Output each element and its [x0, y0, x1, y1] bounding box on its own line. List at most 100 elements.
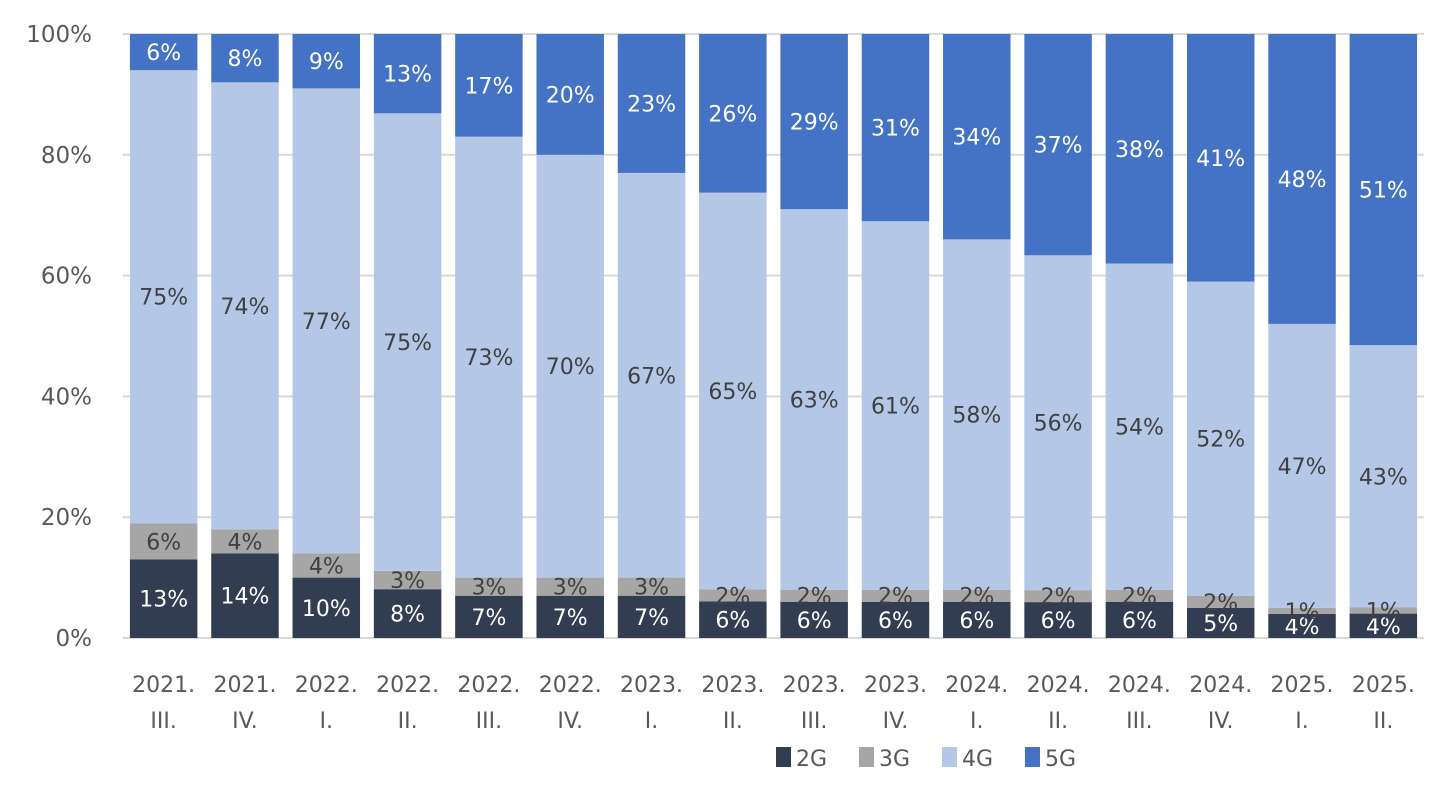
x-tick-label-year: 2024.	[1108, 673, 1171, 698]
y-tick-label: 0%	[56, 626, 93, 652]
data-label-2g: 5%	[1203, 612, 1238, 637]
bar-segment-4g	[536, 154, 604, 578]
bar-segment-3g	[861, 589, 930, 602]
bar-segment-2g	[780, 601, 848, 638]
x-tick-label-quarter: I.	[645, 709, 658, 734]
legend-swatch	[859, 747, 874, 767]
bar-segment-2g	[373, 589, 442, 638]
data-label-3g: 3%	[634, 576, 669, 601]
data-label-3g: 1%	[1285, 600, 1320, 625]
x-tick-label-year: 2024.	[945, 673, 1008, 698]
data-label-3g: 2%	[715, 584, 750, 609]
x-tick-label-quarter: II.	[1048, 709, 1068, 734]
x-tick-label-quarter: I.	[320, 709, 333, 734]
x-tick-label-quarter: I.	[970, 709, 983, 734]
bar-segment-2g	[617, 595, 686, 638]
data-label-4g: 54%	[1115, 416, 1164, 441]
bar-segment-3g	[373, 570, 442, 590]
data-label-4g: 73%	[464, 346, 513, 371]
legend-item-3g: 3G	[859, 747, 910, 772]
data-label-5g: 29%	[790, 111, 839, 136]
legend-swatch	[776, 747, 791, 767]
bar-segment-5g	[1024, 34, 1092, 256]
x-tick-label-year: 2023.	[701, 673, 764, 698]
x-tick-label-year: 2023.	[783, 673, 846, 698]
data-label-3g: 2%	[878, 585, 913, 610]
bar-segment-2g	[1349, 613, 1418, 638]
data-label-2g: 10%	[302, 597, 351, 622]
bars	[129, 34, 1418, 638]
data-label-5g: 17%	[464, 74, 513, 99]
legend-swatch	[1025, 747, 1040, 767]
data-label-4g: 61%	[871, 394, 920, 419]
x-tick-label-year: 2025.	[1352, 673, 1415, 698]
bar-segment-2g	[455, 595, 523, 638]
legend-label: 3G	[879, 747, 910, 772]
y-tick-label: 60%	[41, 264, 92, 290]
bar-segment-5g	[1105, 34, 1174, 264]
data-label-3g: 3%	[390, 569, 425, 594]
bar-segment-3g	[617, 577, 686, 596]
data-label-4g: 52%	[1196, 428, 1245, 453]
data-label-2g: 4%	[1366, 615, 1401, 640]
data-label-5g: 51%	[1359, 179, 1408, 204]
x-tick-label-quarter: IV.	[557, 709, 583, 734]
x-tick-label-quarter: III.	[476, 709, 502, 734]
bar-segment-3g	[943, 589, 1011, 602]
data-label-3g: 2%	[1041, 585, 1076, 610]
data-label-3g: 2%	[959, 585, 994, 610]
data-label-5g: 20%	[546, 83, 595, 108]
bar-segment-2g	[943, 601, 1011, 638]
x-tick-label-year: 2023.	[620, 673, 683, 698]
x-tick-label-quarter: I.	[1295, 709, 1308, 734]
x-tick-label-year: 2025.	[1271, 673, 1334, 698]
y-tick-label: 40%	[41, 384, 92, 410]
data-label-3g: 4%	[228, 530, 263, 555]
x-tick-label-year: 2022.	[376, 673, 439, 698]
bar-segment-5g	[1349, 34, 1418, 346]
bar-segment-2g	[129, 559, 198, 638]
data-label-2g: 13%	[139, 588, 188, 613]
bar-segment-5g	[211, 34, 279, 83]
x-tick-label-quarter: IV.	[232, 709, 258, 734]
x-tick-label-quarter: IV.	[883, 709, 909, 734]
bar-segment-3g	[536, 577, 604, 596]
x-tick-label-quarter: IV.	[1208, 709, 1234, 734]
bar-segment-3g	[780, 589, 848, 602]
x-tick-label-quarter: II.	[723, 709, 743, 734]
data-label-5g: 41%	[1196, 147, 1245, 172]
bar-segment-2g	[1105, 601, 1174, 638]
legend-item-2g: 2G	[776, 747, 827, 772]
data-label-3g: 3%	[471, 576, 506, 601]
x-tick-label-year: 2022.	[457, 673, 520, 698]
data-label-3g: 1%	[1366, 600, 1401, 625]
data-label-2g: 6%	[715, 609, 750, 634]
x-tick-label-year: 2021.	[213, 673, 276, 698]
legend-item-5g: 5G	[1025, 747, 1076, 772]
data-label-2g: 6%	[878, 609, 913, 634]
bar-segment-4g	[617, 172, 686, 578]
data-label-2g: 14%	[221, 585, 270, 610]
data-label-4g: 43%	[1359, 465, 1408, 490]
bar-segment-4g	[129, 70, 198, 524]
data-label-5g: 34%	[952, 126, 1001, 151]
data-label-2g: 6%	[1041, 609, 1076, 634]
bar-segment-3g	[292, 553, 361, 578]
data-label-2g: 8%	[390, 603, 425, 628]
bar-segment-3g	[211, 529, 279, 554]
bar-segment-4g	[1105, 263, 1174, 590]
bar-segment-5g	[943, 34, 1011, 240]
data-label-4g: 63%	[790, 388, 839, 413]
data-label-5g: 48%	[1278, 168, 1327, 193]
y-axis: 0% 20% 40% 60% 80% 100%	[26, 22, 92, 652]
data-label-4g: 70%	[546, 355, 595, 380]
bar-segment-5g	[373, 34, 442, 114]
x-tick-label-quarter: III.	[801, 709, 827, 734]
bar-segment-4g	[1268, 323, 1336, 608]
data-label-5g: 8%	[228, 47, 263, 72]
bar-segment-5g	[455, 34, 523, 137]
bar-segment-3g	[699, 589, 767, 602]
x-tick-label-year: 2021.	[132, 673, 195, 698]
bar-segment-2g	[861, 601, 930, 638]
